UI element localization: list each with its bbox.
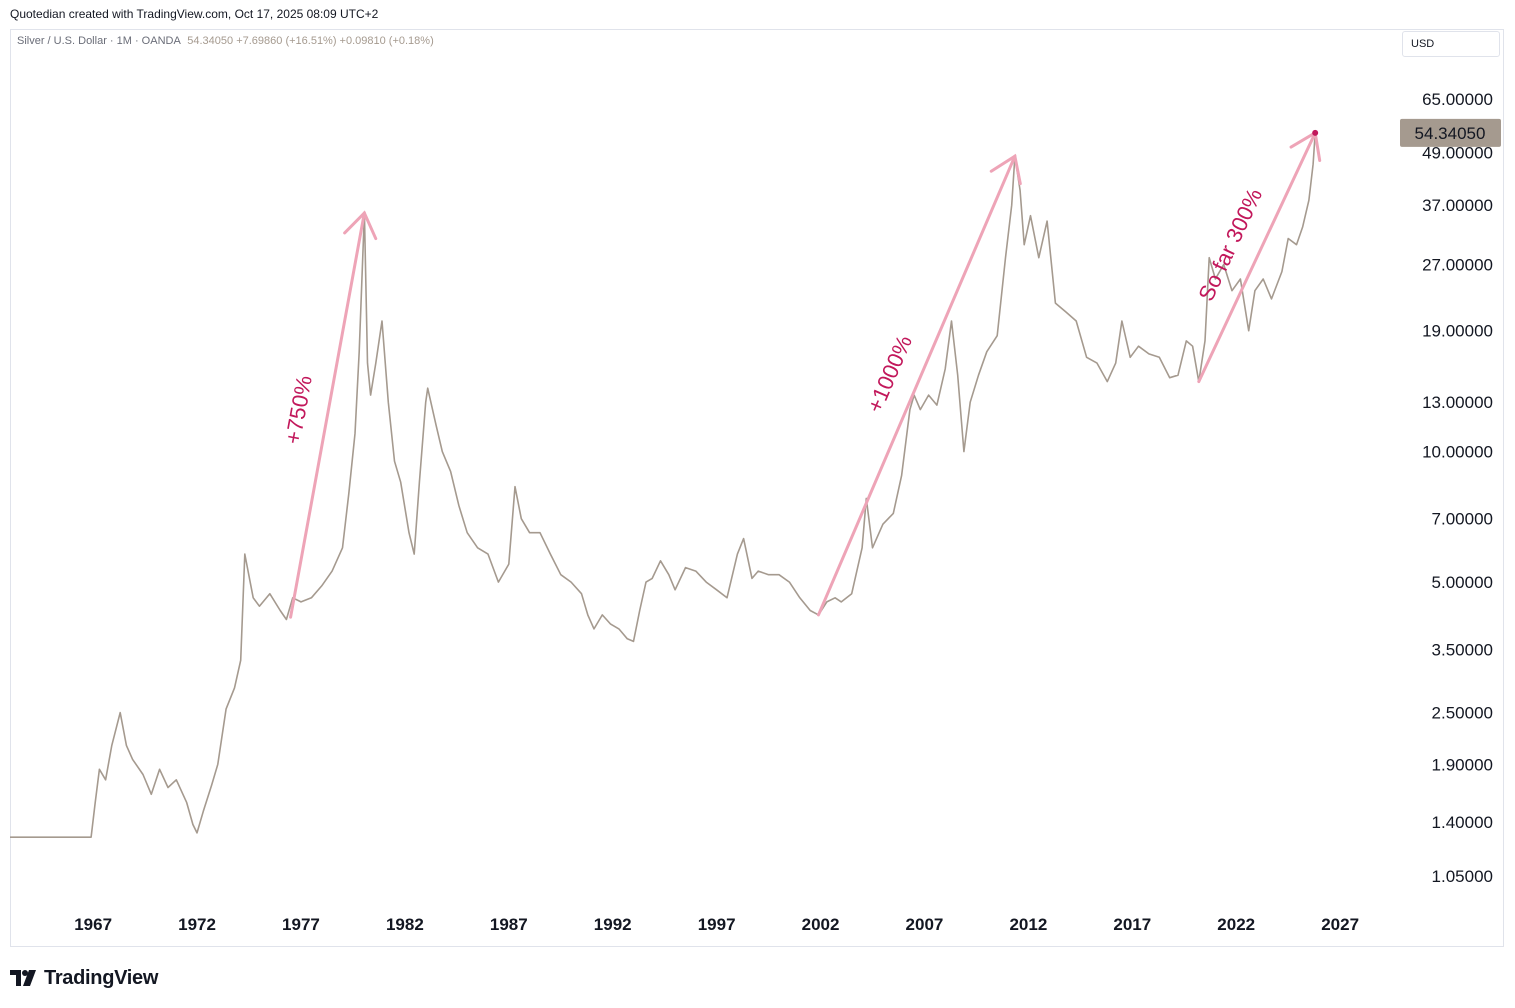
y-tick-label: 2.50000 bbox=[1432, 704, 1493, 723]
symbol-legend[interactable]: Silver / U.S. Dollar · 1M · OANDA 54.340… bbox=[17, 35, 434, 47]
trend-label-1: +750% bbox=[280, 374, 317, 446]
x-tick-label: 1982 bbox=[386, 915, 424, 934]
legend-values: 54.34050 +7.69860 (+16.51%) +0.09810 (+0… bbox=[187, 35, 434, 47]
chart-pane[interactable] bbox=[10, 29, 1504, 947]
price-series-line bbox=[10, 132, 1316, 838]
y-tick-label: 3.50000 bbox=[1432, 640, 1493, 659]
y-tick-label: 65.00000 bbox=[1422, 90, 1493, 109]
legend-symbol[interactable]: Silver / U.S. Dollar · 1M · OANDA bbox=[17, 35, 181, 47]
y-tick-label: 27.00000 bbox=[1422, 256, 1493, 275]
trend-arrow-3[interactable] bbox=[1197, 131, 1317, 384]
x-tick-label: 1967 bbox=[74, 915, 112, 934]
y-tick-label: 10.00000 bbox=[1422, 443, 1493, 462]
x-tick-label: 2022 bbox=[1217, 915, 1255, 934]
currency-selector[interactable]: USD bbox=[1402, 31, 1500, 57]
y-tick-label: 37.00000 bbox=[1422, 196, 1493, 215]
y-tick-label: 1.40000 bbox=[1432, 813, 1493, 832]
x-tick-label: 1977 bbox=[282, 915, 320, 934]
y-tick-label: 1.90000 bbox=[1432, 755, 1493, 774]
trend-arrowhead-1 bbox=[343, 210, 378, 241]
x-tick-label: 1992 bbox=[594, 915, 632, 934]
x-tick-label: 1987 bbox=[490, 915, 528, 934]
y-tick-label: 1.05000 bbox=[1432, 867, 1493, 886]
chart-caption: Quotedian created with TradingView.com, … bbox=[10, 7, 379, 21]
y-tick-label: 7.00000 bbox=[1432, 510, 1493, 529]
x-tick-label: 1972 bbox=[178, 915, 216, 934]
last-price-badge[interactable] bbox=[1400, 118, 1501, 147]
x-tick-label: 2027 bbox=[1321, 915, 1359, 934]
x-tick-label: 2007 bbox=[906, 915, 944, 934]
trend-arrowhead-2 bbox=[989, 153, 1022, 186]
tradingview-logo[interactable]: TradingView bbox=[10, 965, 158, 991]
last-price-label: 54.34050 bbox=[1415, 124, 1486, 143]
x-tick-label: 2012 bbox=[1009, 915, 1047, 934]
y-tick-label: 49.00000 bbox=[1422, 143, 1493, 162]
trend-arrow-2[interactable] bbox=[816, 154, 1017, 617]
trend-arrow-1[interactable] bbox=[289, 211, 366, 619]
tradingview-logo-icon bbox=[10, 970, 36, 986]
y-tick-label: 13.00000 bbox=[1422, 393, 1493, 412]
x-tick-label: 2017 bbox=[1113, 915, 1151, 934]
x-tick-label: 2002 bbox=[802, 915, 840, 934]
x-tick-label: 1997 bbox=[698, 915, 736, 934]
y-tick-label: 19.00000 bbox=[1422, 322, 1493, 341]
y-tick-label: 5.00000 bbox=[1432, 573, 1493, 592]
tradingview-wordmark: TradingView bbox=[44, 966, 159, 989]
last-price-dot bbox=[1312, 129, 1319, 136]
